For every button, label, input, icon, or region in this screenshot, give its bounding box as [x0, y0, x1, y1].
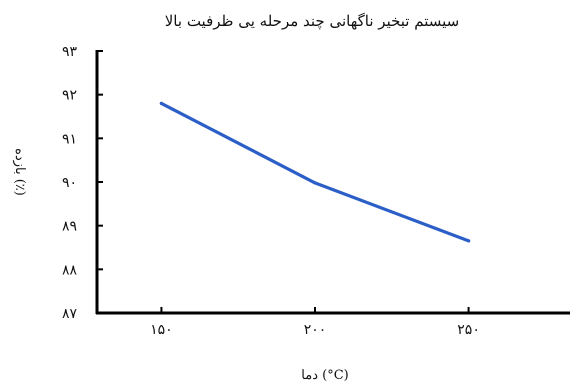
x-tick-label: ۲۰۰ [304, 322, 327, 338]
chart-title: سیستم تبخیر ناگهانی چند مرحله یی ظرفیت ب… [165, 12, 459, 30]
y-tick-label: ۹۱ [62, 131, 77, 147]
y-tick-label: ۹۲ [62, 88, 77, 104]
data-point [313, 181, 317, 185]
data-point [159, 101, 163, 105]
y-tick-label: ۹۰ [62, 175, 77, 191]
y-tick-label: ۸۸ [62, 262, 78, 278]
x-tick-label: ۲۵۰ [457, 322, 480, 338]
y-axis: ۸۷ ۸۸ ۸۹ ۹۰ ۹۱ ۹۲ ۹۳ [62, 44, 103, 322]
data-point [467, 239, 471, 243]
y-axis-label: بازده (٪) [12, 148, 27, 196]
y-tick-label: ۸۹ [62, 219, 77, 235]
x-axis-label: دما (°C) [301, 368, 348, 383]
series-line [159, 101, 471, 243]
x-tick-label: ۱۵۰ [150, 322, 173, 338]
series-layer [159, 101, 471, 243]
x-axis: ۱۵۰ ۲۰۰ ۲۵۰ [96, 307, 570, 338]
y-tick-label: ۹۳ [62, 44, 78, 60]
y-tick-label: ۸۷ [62, 306, 78, 322]
